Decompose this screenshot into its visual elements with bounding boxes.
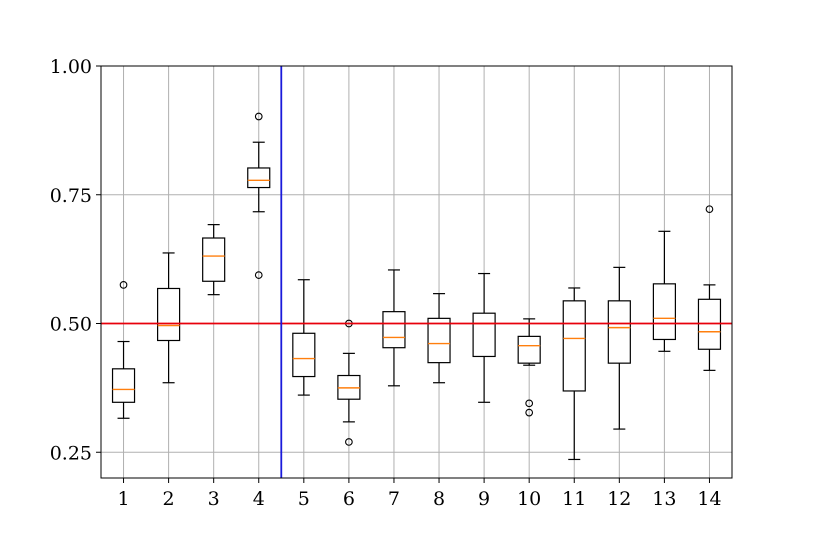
- iqr-box: [382, 311, 406, 349]
- box-plot-item: [382, 269, 406, 387]
- outlier-point: [254, 271, 263, 279]
- iqr-box: [427, 317, 451, 364]
- iqr-box: [202, 237, 226, 282]
- plot-frame: [100, 65, 733, 479]
- x-tick-label: 10: [517, 488, 541, 510]
- x-tick-label: 5: [298, 488, 310, 510]
- box-plot-item: [202, 224, 226, 296]
- x-tick-label: 1: [117, 488, 129, 510]
- iqr-box: [157, 287, 181, 342]
- iqr-box: [111, 368, 136, 403]
- x-tick-label: 14: [697, 488, 721, 510]
- iqr-box: [247, 167, 271, 189]
- iqr-box: [607, 300, 631, 364]
- x-tick-label: 4: [253, 488, 265, 510]
- box-plot-item: [111, 281, 136, 419]
- x-tick-label: 8: [433, 488, 445, 510]
- grid-lines: [101, 65, 732, 478]
- iqr-box: [652, 283, 676, 341]
- iqr-box: [517, 335, 541, 364]
- box-plot-item: [427, 293, 451, 384]
- outlier-point: [254, 112, 263, 121]
- box-plot-item: [562, 287, 586, 461]
- x-tick-label: 12: [607, 488, 631, 510]
- box-plot-item: [292, 279, 316, 396]
- iqr-box: [292, 332, 316, 378]
- box-plot-item: [517, 318, 541, 417]
- x-tick-label: 6: [343, 488, 355, 510]
- iqr-box: [472, 312, 496, 358]
- x-axis: 1 2 3 4 5 6 7 8 9 10 11 12 13 14: [117, 478, 722, 510]
- y-tick-label: 0.50: [50, 314, 92, 336]
- y-axis: 0.25 0.50 0.75 1.00: [50, 56, 101, 464]
- outlier-point: [525, 408, 534, 417]
- outlier-point: [525, 399, 534, 408]
- reference-lines: [101, 66, 732, 478]
- box-plot-item: [337, 319, 361, 446]
- iqr-box: [562, 300, 586, 392]
- box-plot-item: [607, 266, 631, 430]
- outlier-point: [345, 438, 353, 446]
- x-tick-label: 2: [163, 488, 175, 510]
- box-plot-item: [652, 230, 676, 352]
- y-tick-label: 0.75: [50, 185, 92, 207]
- y-tick-label: 0.25: [50, 442, 92, 464]
- x-tick-label: 11: [562, 488, 586, 510]
- y-tick-label: 1.00: [50, 56, 92, 78]
- x-tick-label: 7: [388, 488, 400, 510]
- box-plot-series: [111, 112, 722, 461]
- outlier-point: [119, 281, 128, 289]
- box-plot-item: [247, 112, 271, 279]
- outlier-point: [705, 205, 714, 214]
- x-tick-label: 9: [478, 488, 490, 510]
- box-plot-item: [472, 272, 496, 403]
- x-tick-label: 3: [208, 488, 220, 510]
- box-plot-item: [157, 252, 181, 384]
- x-tick-label: 13: [652, 488, 676, 510]
